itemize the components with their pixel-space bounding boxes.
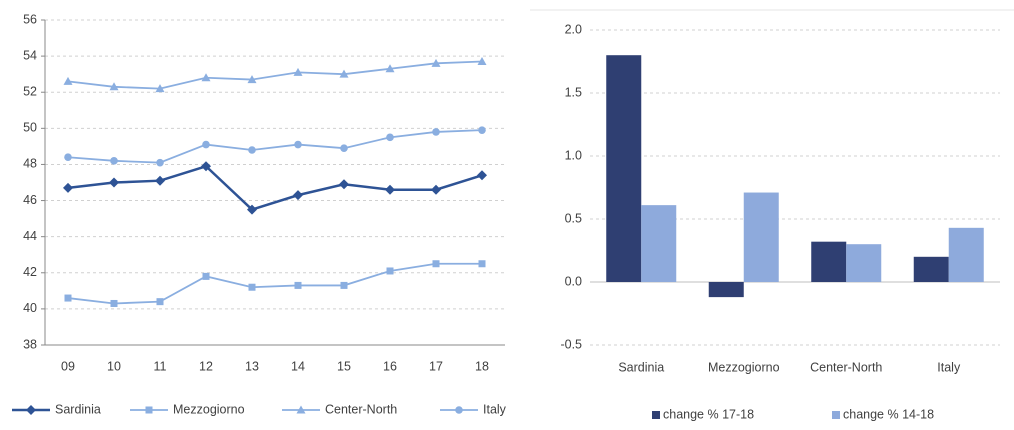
x-tick-label: 15 xyxy=(337,359,351,373)
x-tick-label: Center-North xyxy=(810,360,882,374)
bar xyxy=(948,227,984,282)
marker xyxy=(110,157,118,165)
x-tick-label: 16 xyxy=(383,359,397,373)
y-tick-label: 50 xyxy=(23,121,37,135)
marker xyxy=(294,140,302,149)
marker xyxy=(202,272,210,280)
y-tick-label: 52 xyxy=(23,85,37,99)
marker xyxy=(477,57,487,66)
x-tick-label: 09 xyxy=(61,359,75,373)
marker xyxy=(63,76,73,85)
y-tick-label: 2.0 xyxy=(565,22,582,36)
y-tick-label: 48 xyxy=(23,157,37,171)
marker xyxy=(294,281,302,289)
marker xyxy=(431,184,441,195)
y-tick-label: 40 xyxy=(23,301,37,315)
bar xyxy=(913,256,949,282)
line xyxy=(67,60,483,90)
bar xyxy=(743,192,779,282)
line xyxy=(67,129,483,164)
marker xyxy=(202,140,210,149)
bar xyxy=(708,282,744,298)
marker xyxy=(293,190,303,201)
y-tick-label: 1.5 xyxy=(565,85,582,99)
marker xyxy=(339,69,349,78)
legend-swatch xyxy=(652,411,660,419)
marker xyxy=(477,170,487,181)
marker xyxy=(248,283,256,291)
marker xyxy=(109,82,119,91)
marker xyxy=(386,267,394,275)
marker xyxy=(247,75,257,84)
marker xyxy=(26,405,36,415)
marker xyxy=(156,298,164,306)
marker xyxy=(296,405,306,414)
y-tick-label: 42 xyxy=(23,265,37,279)
legend-label: Sardinia xyxy=(55,402,101,416)
marker xyxy=(385,184,395,195)
x-tick-label: Mezzogiorno xyxy=(708,360,780,374)
marker xyxy=(145,406,153,414)
x-tick-label: 12 xyxy=(199,359,213,373)
marker xyxy=(293,67,303,76)
line xyxy=(67,262,482,305)
y-tick-label: 38 xyxy=(23,337,37,351)
legend-label: Mezzogiorno xyxy=(173,402,245,416)
marker xyxy=(155,175,165,186)
x-tick-label: 18 xyxy=(475,359,489,373)
legend-label: Italy xyxy=(483,402,507,416)
bar xyxy=(606,55,642,283)
marker xyxy=(155,84,165,93)
y-tick-label: 56 xyxy=(23,12,37,26)
marker xyxy=(201,161,211,172)
bar xyxy=(811,241,847,282)
legend-label: change % 17-18 xyxy=(663,407,754,421)
x-tick-label: 10 xyxy=(107,359,121,373)
bar xyxy=(846,244,882,282)
marker xyxy=(478,126,486,134)
marker xyxy=(156,158,164,167)
line xyxy=(67,164,483,211)
marker xyxy=(64,153,72,162)
y-tick-label: 46 xyxy=(23,193,37,207)
marker xyxy=(340,281,348,289)
marker xyxy=(64,294,72,302)
y-tick-label: 0.0 xyxy=(565,274,582,288)
x-tick-label: Sardinia xyxy=(618,360,664,374)
y-tick-label: -0.5 xyxy=(560,337,582,351)
x-tick-label: 14 xyxy=(291,359,305,373)
marker xyxy=(63,182,73,193)
marker xyxy=(455,406,463,414)
y-tick-label: 44 xyxy=(23,229,37,243)
marker xyxy=(247,204,257,215)
legend-swatch xyxy=(832,411,840,419)
legend-label: change % 14-18 xyxy=(843,407,934,421)
x-tick-label: Italy xyxy=(937,360,961,374)
marker xyxy=(201,73,211,82)
y-tick-label: 1.0 xyxy=(565,148,582,162)
marker xyxy=(385,64,395,73)
marker xyxy=(431,58,441,67)
marker xyxy=(432,128,440,136)
x-tick-label: 17 xyxy=(429,359,443,373)
x-tick-label: 11 xyxy=(154,359,167,373)
bar xyxy=(641,205,677,282)
legend-label: Center-North xyxy=(325,402,397,416)
marker xyxy=(109,177,119,188)
marker xyxy=(478,260,486,268)
marker xyxy=(339,179,349,190)
marker xyxy=(248,146,256,154)
x-tick-label: 13 xyxy=(245,359,259,373)
y-tick-label: 0.5 xyxy=(565,211,582,225)
marker xyxy=(386,133,394,142)
y-tick-label: 54 xyxy=(23,48,37,62)
marker xyxy=(432,260,440,268)
marker xyxy=(110,299,118,307)
marker xyxy=(340,144,348,152)
